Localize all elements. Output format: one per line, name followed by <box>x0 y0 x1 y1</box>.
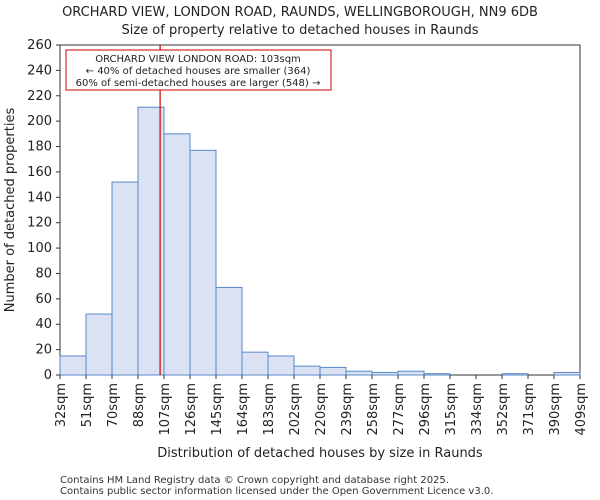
y-tick-label: 260 <box>27 38 52 53</box>
annotation-line-1: ORCHARD VIEW LONDON ROAD: 103sqm <box>95 54 301 65</box>
bar-296sqm <box>423 373 451 376</box>
x-tick-label: 220sqm <box>314 383 329 436</box>
bar-70sqm <box>111 181 139 376</box>
bar-258sqm <box>371 371 399 376</box>
bar-390sqm <box>553 371 581 376</box>
x-tick-label: 296sqm <box>418 383 433 436</box>
bar-126sqm <box>189 149 217 376</box>
y-axis-ticks: 0 20 40 60 80 100 120 140 160 180 200 220 240 260 <box>27 38 60 383</box>
chart-title: ORCHARD VIEW, LONDON ROAD, RAUNDS, WELLI… <box>62 5 538 20</box>
bars <box>59 106 581 376</box>
x-tick-label: 107sqm <box>158 383 173 436</box>
bar-277sqm <box>397 370 425 376</box>
x-tick-label: 371sqm <box>522 383 537 436</box>
y-tick-label: 60 <box>35 292 52 307</box>
x-tick-label: 390sqm <box>548 383 563 436</box>
bar-239sqm <box>345 370 373 376</box>
x-tick-label: 277sqm <box>392 383 407 436</box>
y-tick-label: 100 <box>27 241 52 256</box>
x-tick-label: 88sqm <box>132 383 147 427</box>
y-tick-label: 240 <box>27 63 52 78</box>
chart-subtitle: Size of property relative to detached ho… <box>121 23 478 38</box>
x-tick-label: 315sqm <box>444 383 459 436</box>
x-axis-ticks: 32sqm 51sqm 70sqm 88sqm 107sqm 126sqm 145sqm 16… <box>54 375 589 436</box>
bar-183sqm <box>267 355 295 376</box>
bar-220sqm <box>319 366 347 376</box>
annotation-box: ORCHARD VIEW LONDON ROAD: 103sqm ← 40% o… <box>65 49 332 91</box>
annotation-frame <box>65 49 332 91</box>
x-tick-label: 51sqm <box>80 383 95 427</box>
x-tick-label: 352sqm <box>496 383 511 436</box>
x-tick-label: 145sqm <box>210 383 225 436</box>
y-tick-label: 20 <box>35 343 52 358</box>
footer-line-2: Contains public sector information licen… <box>60 486 493 497</box>
x-axis-label: Distribution of detached houses by size … <box>157 446 483 461</box>
x-tick-label: 32sqm <box>54 383 69 427</box>
y-tick-label: 160 <box>27 165 52 180</box>
annotation-line-2: ← 40% of detached houses are smaller (36… <box>86 66 311 77</box>
x-tick-label: 258sqm <box>366 383 381 436</box>
x-tick-label: 409sqm <box>574 383 589 436</box>
bar-164sqm <box>241 351 269 376</box>
x-tick-label: 239sqm <box>340 383 355 436</box>
bar-32sqm <box>59 355 87 376</box>
x-tick-label: 183sqm <box>262 383 277 436</box>
y-tick-label: 0 <box>44 368 52 383</box>
x-tick-label: 126sqm <box>184 383 199 436</box>
x-tick-label: 202sqm <box>288 383 303 436</box>
annotation-line-3: 60% of semi-detached houses are larger (… <box>76 78 321 89</box>
y-tick-label: 80 <box>35 266 52 281</box>
bar-202sqm <box>293 365 321 376</box>
bar-51sqm <box>85 313 113 376</box>
y-tick-label: 120 <box>27 216 52 231</box>
x-tick-label: 334sqm <box>470 383 485 436</box>
x-tick-label: 164sqm <box>236 383 251 436</box>
y-tick-label: 180 <box>27 140 52 155</box>
y-tick-label: 220 <box>27 89 52 104</box>
y-axis-label: Number of detached properties <box>3 108 18 313</box>
bar-107sqm <box>163 133 191 376</box>
y-tick-label: 140 <box>27 190 52 205</box>
bar-145sqm <box>215 286 243 376</box>
y-tick-label: 40 <box>35 317 52 332</box>
x-tick-label: 70sqm <box>106 383 121 427</box>
footer-line-1: Contains HM Land Registry data © Crown c… <box>60 475 449 486</box>
y-tick-label: 200 <box>27 114 52 129</box>
bar-352sqm <box>501 373 529 376</box>
